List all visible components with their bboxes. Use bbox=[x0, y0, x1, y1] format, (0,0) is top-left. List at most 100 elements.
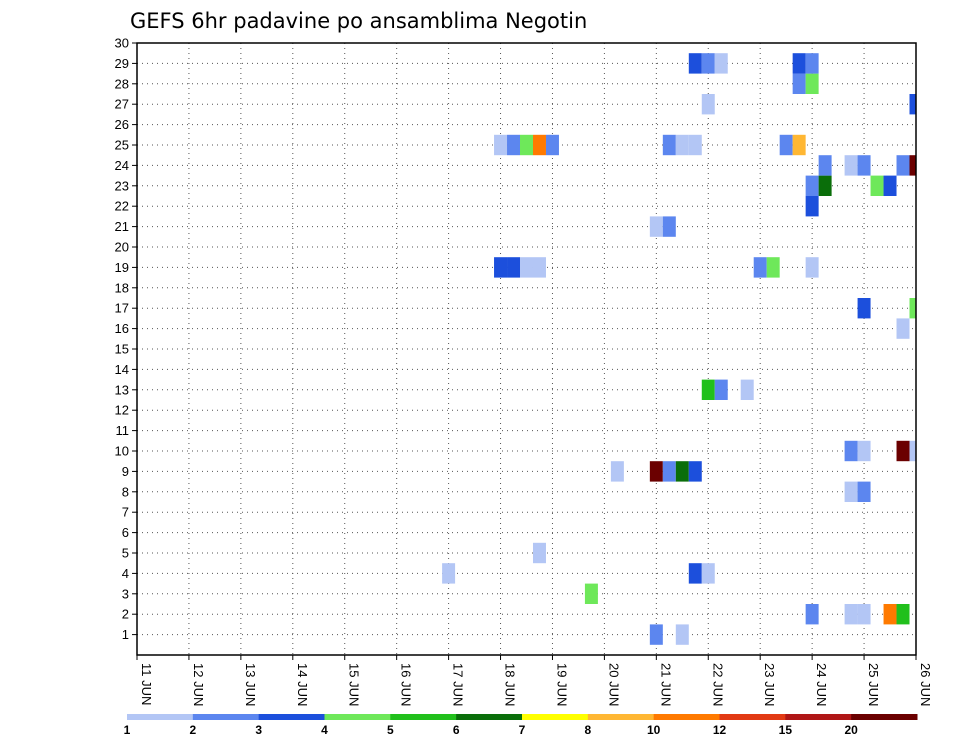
precip-cell bbox=[792, 53, 806, 74]
precip-cell bbox=[649, 624, 663, 645]
x-tick-label: 11 JUN bbox=[139, 663, 154, 705]
legend-swatch bbox=[127, 714, 194, 720]
precip-cell bbox=[688, 53, 702, 74]
precip-cell bbox=[662, 461, 676, 482]
precip-cell bbox=[753, 257, 767, 278]
y-tick-label: 14 bbox=[115, 362, 129, 377]
x-tick-label: 15 JUN bbox=[347, 663, 362, 706]
y-tick-label: 15 bbox=[115, 342, 129, 357]
y-tick-label: 1 bbox=[122, 627, 129, 642]
y-tick-label: 25 bbox=[115, 138, 129, 153]
precip-cell bbox=[701, 53, 715, 74]
y-tick-label: 13 bbox=[115, 382, 129, 397]
precip-cell bbox=[909, 94, 916, 115]
y-tick-label: 30 bbox=[115, 36, 129, 51]
x-tick-label: 19 JUN bbox=[554, 663, 569, 706]
precip-cell bbox=[844, 155, 858, 176]
y-tick-label: 16 bbox=[115, 321, 129, 336]
precip-cell bbox=[520, 257, 533, 278]
precip-cell bbox=[610, 461, 624, 482]
x-tick-label: 23 JUN bbox=[762, 663, 777, 706]
legend-swatch bbox=[851, 714, 918, 720]
y-tick-label: 3 bbox=[122, 586, 129, 601]
legend-swatch bbox=[653, 714, 720, 720]
x-tick-label: 16 JUN bbox=[399, 663, 414, 706]
x-tick-label: 12 JUN bbox=[191, 663, 206, 706]
precip-cell bbox=[520, 134, 533, 156]
precip-cell bbox=[494, 134, 508, 156]
legend-label: 6 bbox=[453, 723, 460, 737]
precip-cell bbox=[584, 583, 598, 604]
precip-cell bbox=[714, 379, 728, 400]
precip-cell bbox=[818, 155, 832, 176]
y-tick-label: 5 bbox=[122, 546, 129, 561]
precip-cell bbox=[844, 481, 858, 502]
precip-cell bbox=[896, 440, 910, 462]
y-tick-label: 19 bbox=[115, 260, 129, 275]
y-tick-label: 4 bbox=[122, 566, 129, 581]
precip-cell bbox=[649, 216, 663, 237]
legend-label: 1 bbox=[124, 723, 131, 737]
precip-cell bbox=[766, 257, 780, 278]
y-tick-label: 22 bbox=[115, 199, 129, 214]
legend-label: 15 bbox=[779, 723, 793, 737]
precip-cell bbox=[896, 155, 910, 176]
y-tick-label: 9 bbox=[122, 464, 129, 479]
precip-cell bbox=[675, 134, 689, 156]
precip-cell bbox=[701, 379, 715, 400]
precip-cell bbox=[870, 175, 884, 196]
legend-label: 7 bbox=[519, 723, 526, 737]
precip-cell bbox=[896, 604, 910, 625]
legend-label: 3 bbox=[255, 723, 262, 737]
legend-swatch bbox=[258, 714, 325, 720]
legend-label: 2 bbox=[189, 723, 196, 737]
precip-cell bbox=[675, 624, 689, 645]
precip-cell bbox=[662, 134, 676, 156]
y-tick-label: 10 bbox=[115, 444, 129, 459]
x-tick-label: 24 JUN bbox=[814, 663, 829, 706]
precip-cell bbox=[532, 257, 546, 278]
precip-cell bbox=[805, 196, 819, 217]
precip-cell bbox=[909, 298, 916, 319]
y-tick-label: 17 bbox=[115, 301, 129, 316]
precip-cell bbox=[494, 257, 508, 278]
legend-swatch bbox=[390, 714, 457, 720]
y-tick-label: 7 bbox=[122, 505, 129, 520]
y-tick-label: 8 bbox=[122, 484, 129, 499]
x-axis-ticks: 11 JUN 12 JUN 13 JUN 14 JUN 15 JUN 16 JUN 17 J… bbox=[136, 655, 933, 706]
x-tick-label: 20 JUN bbox=[606, 663, 621, 706]
precip-cell bbox=[805, 53, 819, 74]
y-tick-label: 11 bbox=[116, 423, 130, 438]
precip-cell bbox=[805, 257, 819, 278]
precip-cell bbox=[792, 73, 806, 94]
precip-cell bbox=[688, 134, 702, 156]
precip-cell bbox=[507, 257, 521, 278]
legend-label: 5 bbox=[387, 723, 394, 737]
y-tick-label: 28 bbox=[115, 76, 129, 91]
precip-cell bbox=[442, 563, 456, 584]
precip-cell bbox=[779, 134, 793, 156]
precip-cell bbox=[688, 563, 702, 584]
precip-cells bbox=[442, 53, 916, 645]
x-tick-label: 17 JUN bbox=[451, 663, 466, 706]
x-tick-label: 26 JUN bbox=[918, 663, 933, 706]
legend-swatch bbox=[192, 714, 260, 720]
precip-cell bbox=[675, 461, 689, 482]
y-axis-ticks: 1234567891011121314151617181920212223242… bbox=[115, 36, 137, 642]
x-tick-label: 25 JUN bbox=[866, 663, 881, 706]
legend-label: 20 bbox=[844, 723, 858, 737]
precip-cell bbox=[532, 134, 546, 156]
precip-cell bbox=[857, 298, 871, 319]
precip-cell bbox=[662, 216, 676, 237]
precip-cell bbox=[714, 53, 728, 74]
y-tick-label: 24 bbox=[115, 158, 129, 173]
legend-label: 12 bbox=[713, 723, 727, 737]
precip-cell bbox=[857, 481, 871, 502]
y-tick-label: 23 bbox=[115, 178, 129, 193]
color-legend: 1 2 3 4 5 6 7 8 10 12 15 20 bbox=[124, 714, 918, 737]
y-tick-label: 2 bbox=[122, 607, 129, 622]
x-tick-label: 18 JUN bbox=[503, 663, 518, 706]
precip-cell bbox=[688, 461, 702, 482]
y-tick-label: 27 bbox=[115, 97, 129, 112]
x-tick-label: 22 JUN bbox=[710, 663, 725, 706]
